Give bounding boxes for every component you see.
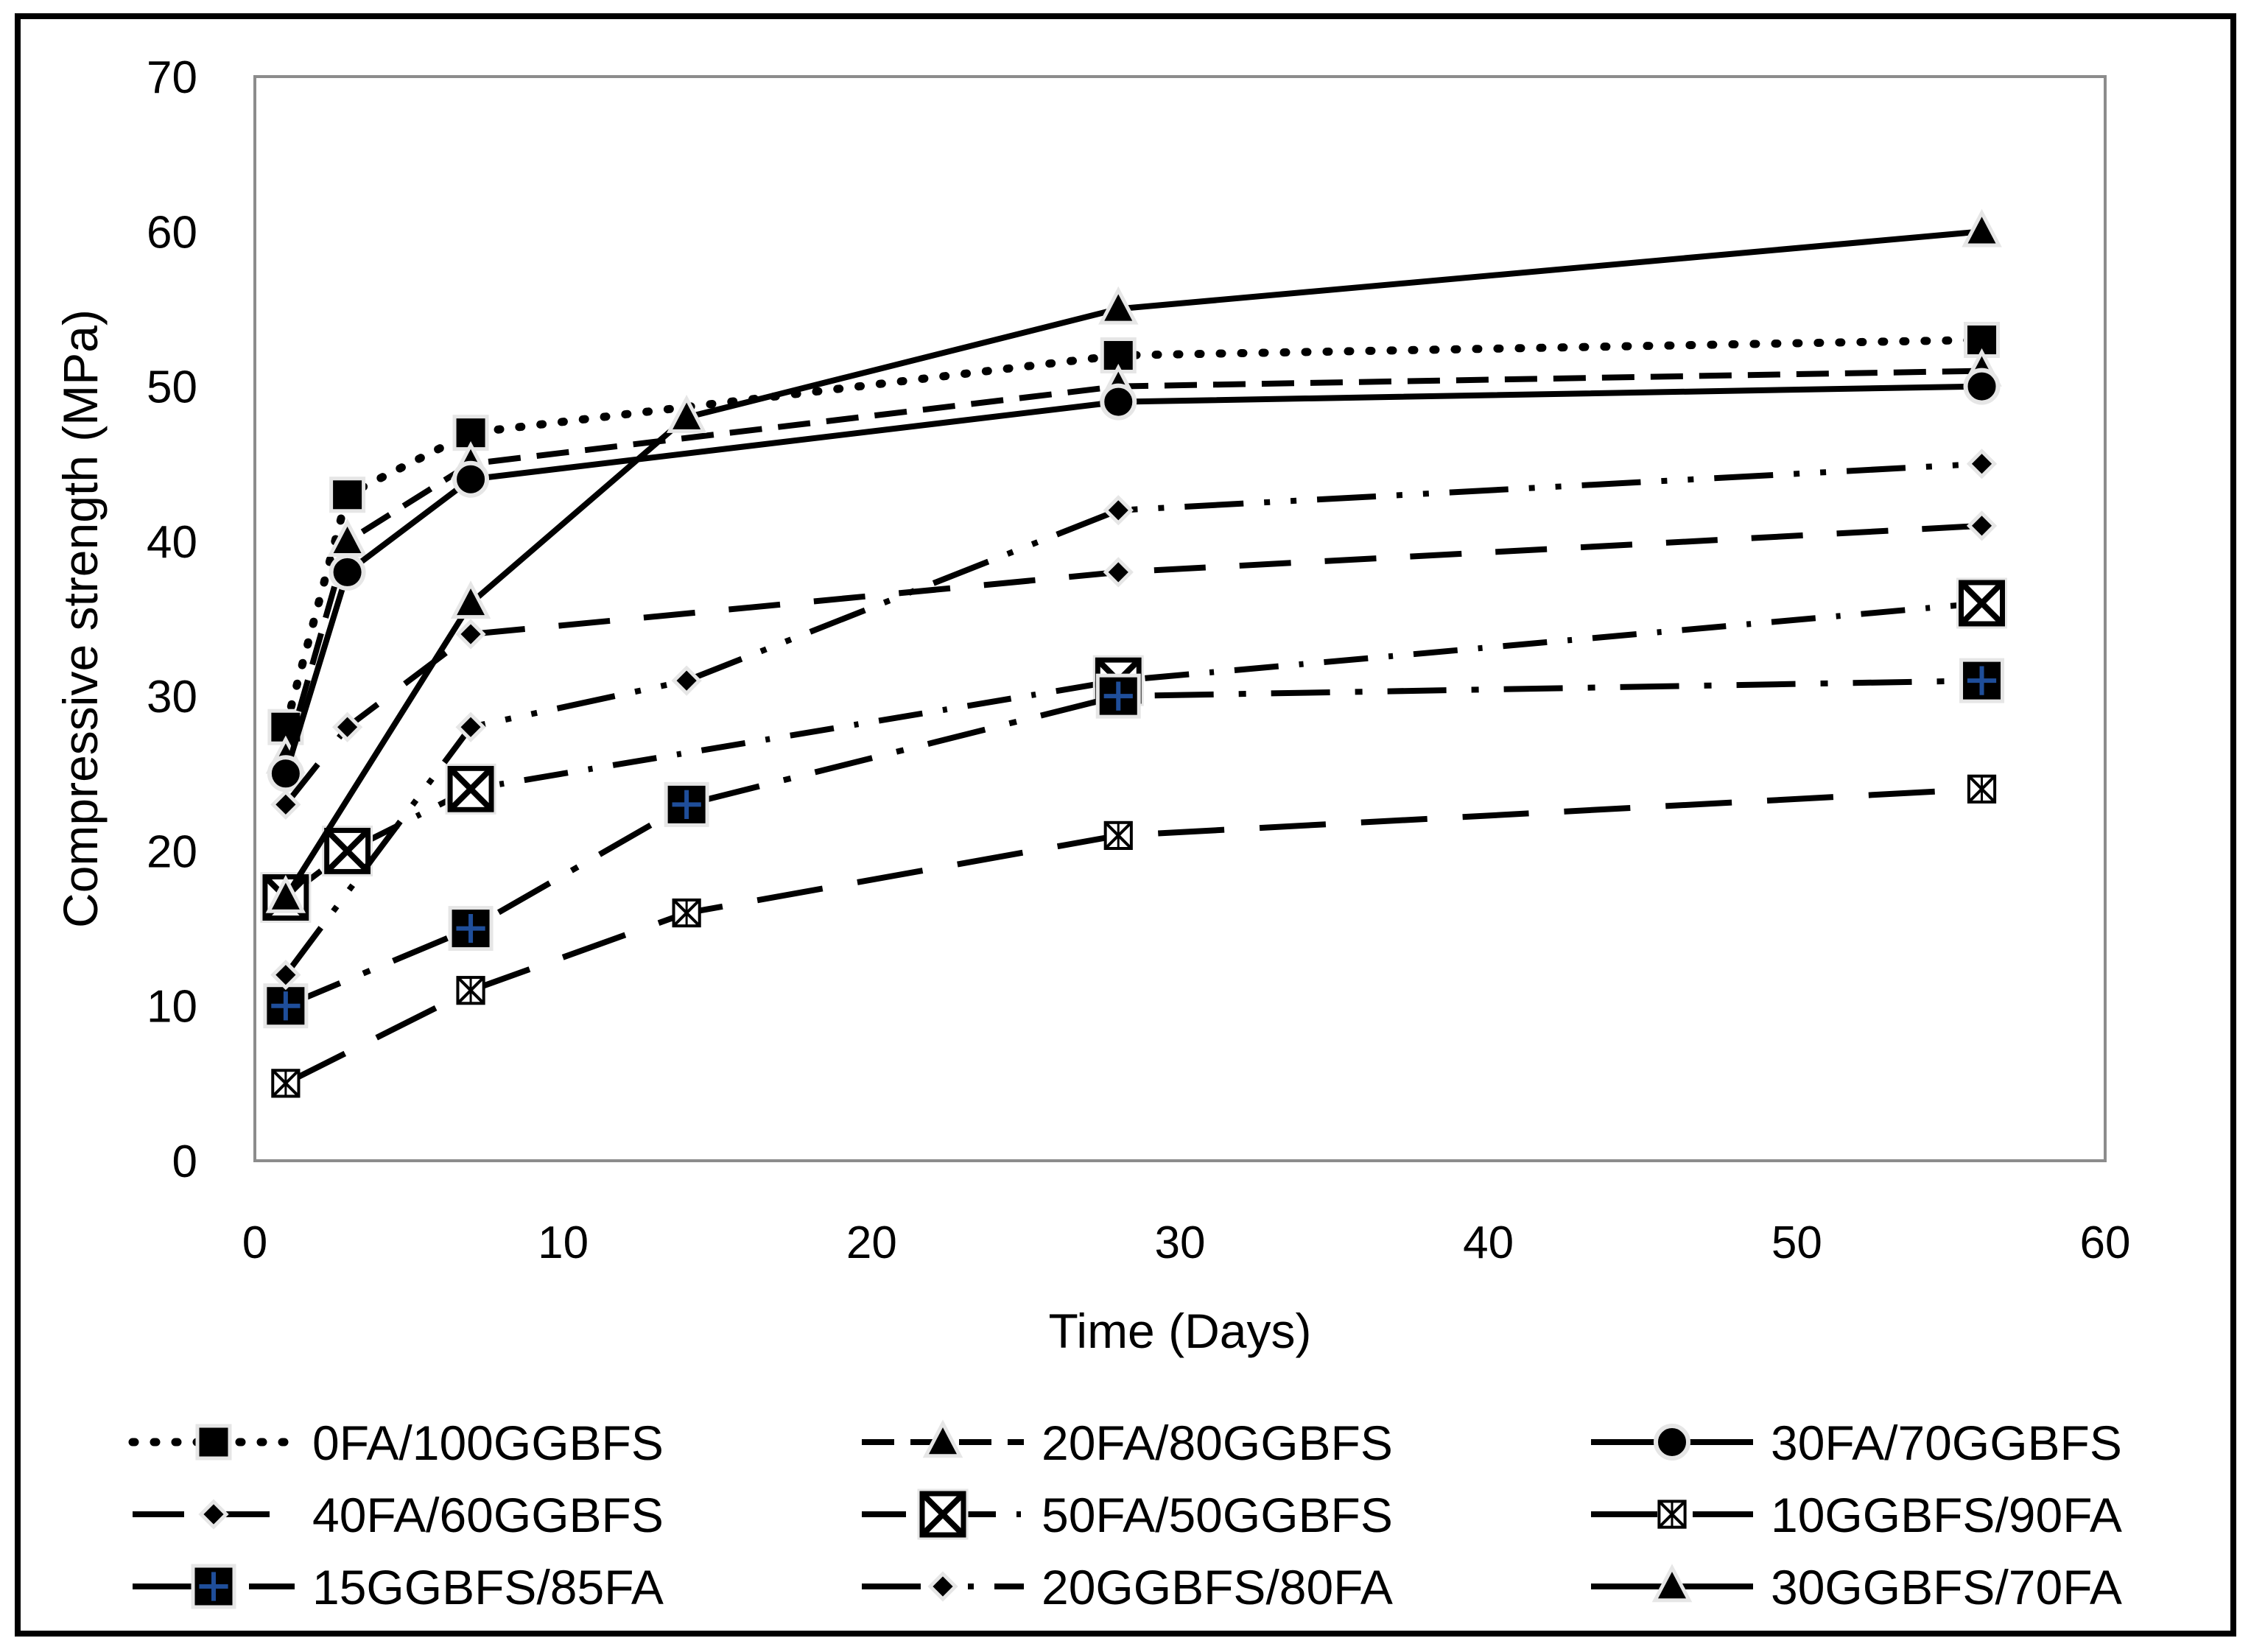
data-point [1098,286,1139,325]
legend-item: 40FA/60GGBFS [133,1488,664,1542]
data-point [664,781,709,827]
data-point [452,460,490,498]
y-tick-label: 0 [172,1136,197,1187]
legend-label: 20GGBFS/80FA [1042,1560,1393,1614]
legend-item: 50FA/50GGBFS [862,1488,1393,1542]
data-point [450,580,491,619]
data-point [1095,673,1141,719]
legend-marker [198,1499,229,1530]
y-tick-label: 50 [147,362,197,413]
legend-marker [195,1424,232,1461]
legend-item: 0FA/100GGBFS [128,1416,664,1470]
data-point [263,983,309,1029]
axes-layer: 0 10 20 30 40 50 60 0 10 20 30 40 50 60 70 [147,52,2130,1268]
data-point [1959,658,2005,703]
x-tick-label: 0 [242,1217,267,1268]
data-point [1962,208,2002,247]
series-10GGBFS/90FA [271,774,1997,1098]
legend-item: 20FA/80GGBFS [862,1416,1393,1470]
x-tick-label: 40 [1463,1217,1514,1268]
data-point [1967,774,1997,804]
legend-item: 15GGBFS/85FA [133,1560,664,1614]
series-line [284,678,1982,1009]
legend-marker [922,1419,963,1458]
y-tick-label: 70 [147,52,197,103]
legend-label: 20FA/80GGBFS [1042,1416,1393,1470]
x-tick-label: 20 [846,1217,897,1268]
data-point [265,874,306,913]
x-axis-title: Time (Days) [1049,1304,1312,1358]
legend-marker [1657,1500,1687,1529]
data-point [271,1069,301,1098]
legend-item: 20GGBFS/80FA [862,1560,1393,1614]
legend-marker [917,1488,969,1540]
data-point [672,898,701,928]
series-30FA/70GGBFS [267,368,2001,792]
series-30GGBFS/70FA [265,208,2002,913]
legend: 0FA/100GGBFS 20FA/80GGBFS 30FA/70GGBFS 40FA… [128,1416,2122,1614]
data-point [331,711,363,742]
series-40FA/60GGBFS [270,510,1998,820]
data-point [455,711,486,742]
y-tick-label: 20 [147,826,197,877]
data-point [456,976,485,1005]
series-layer [260,208,2008,1098]
legend-label: 10GGBFS/90FA [1771,1488,2122,1542]
legend-label: 15GGBFS/85FA [312,1560,664,1614]
data-point [329,477,366,513]
legend-label: 50FA/50GGBFS [1042,1488,1393,1542]
data-point [270,960,301,991]
data-point [671,665,702,696]
series-15GGBFS/85FA [263,658,2005,1029]
legend-item: 30FA/70GGBFS [1591,1416,2122,1470]
data-point [448,906,494,952]
series-0FA/100GGBFS [267,321,2001,745]
data-point [1103,820,1133,851]
data-point [1103,557,1134,588]
data-point [455,619,486,650]
x-tick-label: 50 [1771,1217,1822,1268]
legend-item: 10GGBFS/90FA [1591,1488,2122,1542]
series-20GGBFS/80FA [270,449,1998,991]
data-point [445,763,496,815]
legend-label: 30GGBFS/70FA [1771,1560,2122,1614]
legend-label: 0FA/100GGBFS [312,1416,664,1470]
data-point [322,825,373,876]
data-point [267,755,304,792]
legend-marker [927,1571,958,1602]
plot-area [253,75,2107,1162]
data-point [1963,368,2001,405]
data-point [1966,510,1998,541]
x-tick-label: 60 [2080,1217,2131,1268]
data-point [1103,495,1134,526]
legend-marker [1651,1564,1693,1603]
y-tick-label: 60 [147,207,197,258]
x-tick-label: 10 [538,1217,589,1268]
y-tick-label: 10 [147,982,197,1033]
y-axis-title: Compressive strength (MPa) [53,309,108,928]
legend-item: 30GGBFS/70FA [1591,1560,2122,1614]
y-tick-label: 40 [147,517,197,568]
x-tick-label: 30 [1155,1217,1206,1268]
data-point [1956,577,2008,629]
data-point [1100,383,1137,421]
data-point [329,553,366,591]
data-point [1966,449,1998,479]
legend-marker [191,1564,236,1609]
legend-marker [1654,1424,1690,1461]
legend-label: 30FA/70GGBFS [1771,1416,2122,1470]
y-tick-label: 30 [147,672,197,723]
data-point [666,394,707,433]
data-point [270,789,301,820]
legend-label: 40FA/60GGBFS [312,1488,664,1542]
